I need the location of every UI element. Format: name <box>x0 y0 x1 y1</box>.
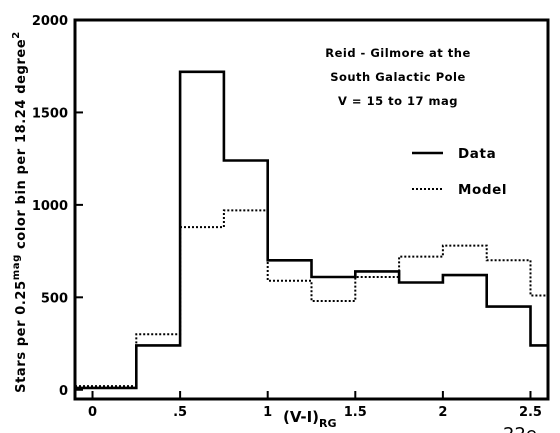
corner-text: 22e <box>503 424 537 433</box>
y-tick-label: 500 <box>41 291 68 306</box>
x-tick-label: 0 <box>88 405 97 420</box>
x-axis-ticks: 0 .5 1 1.5 2 2.5 <box>88 391 542 420</box>
legend-model-label: Model <box>458 182 507 198</box>
plot-frame <box>73 18 550 401</box>
x-axis-label: (V-I)RG <box>283 408 337 430</box>
y-tick-label: 1000 <box>32 199 68 214</box>
x-tick-label: 1 <box>263 405 272 420</box>
y-tick-label: 2000 <box>32 14 68 29</box>
y-axis-label: Stars per 0.25mag color bin per 18.24 de… <box>11 31 29 393</box>
x-tick-label: 2 <box>438 405 447 420</box>
legend-data-label: Data <box>458 146 496 162</box>
series-data-line <box>75 70 548 390</box>
y-axis-ticks: 0 500 1000 1500 2000 <box>32 14 83 399</box>
x-axis-label-subscript: RG <box>319 417 337 430</box>
series-layer <box>75 70 548 390</box>
y-axis-label-rest: color bin per 18.24 degree <box>14 39 29 254</box>
y-axis-label-main: Stars per 0.25 <box>14 280 29 393</box>
y-axis-label-mag: mag <box>11 254 22 280</box>
series-model-line <box>75 209 548 388</box>
y-axis-label-exponent: 2 <box>11 31 22 39</box>
annotation-line-2: South Galactic Pole <box>330 70 466 84</box>
x-tick-label: .5 <box>173 405 187 420</box>
x-tick-label: 1.5 <box>344 405 367 420</box>
y-tick-label: 0 <box>59 384 68 399</box>
x-tick-label: 2.5 <box>519 405 542 420</box>
annotation-line-1: Reid - Gilmore at the <box>325 46 471 60</box>
x-axis-label-main: (V-I) <box>283 408 319 426</box>
y-tick-label: 1500 <box>32 106 68 121</box>
annotation-line-3: V = 15 to 17 mag <box>338 94 458 108</box>
